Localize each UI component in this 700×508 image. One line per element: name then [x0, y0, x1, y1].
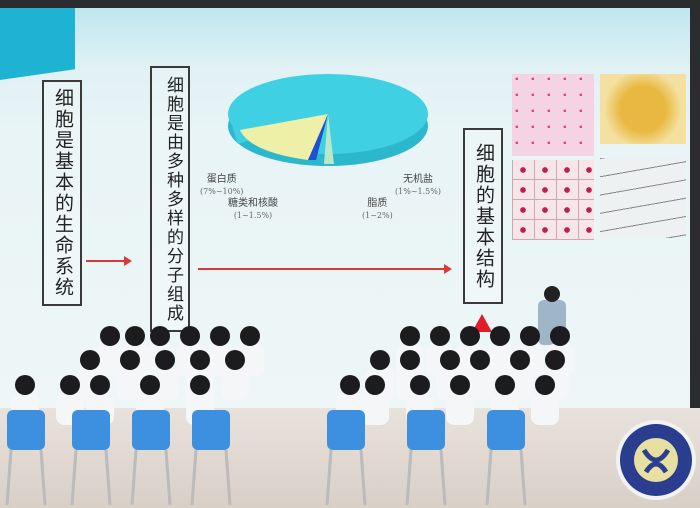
student-head — [155, 350, 175, 370]
chair-leg — [359, 449, 367, 506]
slide-corner-decoration — [0, 8, 75, 80]
student — [116, 368, 144, 400]
chair — [192, 410, 230, 450]
student — [531, 393, 559, 425]
tissue-micrograph — [600, 74, 686, 144]
student-head — [365, 375, 385, 395]
student — [446, 393, 474, 425]
student-head — [370, 350, 390, 370]
student — [361, 393, 389, 425]
student — [96, 344, 124, 376]
label-lipid: 脂质 (1~2%) — [362, 198, 393, 220]
student-head — [90, 375, 110, 395]
chair-leg — [485, 449, 493, 506]
student-head — [120, 350, 140, 370]
student — [506, 368, 534, 400]
student-head — [100, 326, 120, 346]
student-head — [470, 350, 490, 370]
student-head — [190, 375, 210, 395]
student-head — [535, 375, 555, 395]
chair-leg — [405, 449, 413, 506]
pie-slice-sugar-nucleic — [308, 114, 328, 160]
student-head — [495, 375, 515, 395]
student — [206, 344, 234, 376]
label-protein: 蛋白质 (7%~10%) — [200, 174, 244, 196]
student-head — [510, 350, 530, 370]
chair — [327, 410, 365, 450]
student-head — [550, 326, 570, 346]
chair-leg — [224, 449, 232, 506]
chair — [407, 410, 445, 450]
label-inorganic-salt: 无机盐 (1%~1.5%) — [395, 174, 441, 196]
chair-leg — [164, 449, 172, 506]
concept-box-life-system: 细胞是基本的生命系统 — [42, 80, 82, 306]
student-head — [520, 326, 540, 346]
student-head — [190, 350, 210, 370]
label-sugar-nucleic: 糖类和核酸 (1~1.5%) — [228, 198, 278, 220]
pie-slice-protein — [240, 114, 328, 160]
teacher-head — [544, 286, 560, 302]
chair-leg — [5, 449, 13, 506]
chair-leg — [325, 449, 333, 506]
student-head — [125, 326, 145, 346]
student-head — [400, 350, 420, 370]
pie-slice-lipid — [324, 114, 334, 164]
arrow-right — [86, 256, 132, 266]
chair — [132, 410, 170, 450]
student-head — [490, 326, 510, 346]
student-head — [60, 375, 80, 395]
student — [466, 368, 494, 400]
chair — [7, 410, 45, 450]
student-head — [460, 326, 480, 346]
chair-leg — [130, 449, 138, 506]
student-head — [15, 375, 35, 395]
red-marker — [472, 314, 492, 332]
concept-box-structure: 细胞的基本结构 — [463, 128, 503, 304]
student-head — [450, 375, 470, 395]
student-head — [240, 326, 260, 346]
student-head — [140, 375, 160, 395]
student-head — [150, 326, 170, 346]
blood-cell-micrograph — [512, 74, 594, 156]
chair-leg — [70, 449, 78, 506]
student-head — [410, 375, 430, 395]
projection-screen: 细胞是基本的生命系统 细胞是由多种多样的分子组成 细胞的基本结构 蛋白质 (7%~… — [0, 8, 690, 408]
cell-composition-pie — [228, 74, 428, 166]
slide-header-band — [0, 8, 690, 64]
student — [151, 368, 179, 400]
student — [486, 344, 514, 376]
arrow-right — [198, 264, 452, 274]
epidermis-micrograph — [600, 158, 686, 238]
concept-box-molecules: 细胞是由多种多样的分子组成 — [150, 66, 190, 332]
student-head — [430, 326, 450, 346]
student-head — [400, 326, 420, 346]
student-head — [545, 350, 565, 370]
plant-cell-micrograph — [512, 160, 594, 240]
chair-leg — [104, 449, 112, 506]
chair-leg — [519, 449, 527, 506]
student-head — [80, 350, 100, 370]
student-head — [210, 326, 230, 346]
student-head — [225, 350, 245, 370]
school-logo — [616, 420, 696, 500]
chair-leg — [190, 449, 198, 506]
chair — [487, 410, 525, 450]
student — [221, 368, 249, 400]
student — [236, 344, 264, 376]
student-head — [340, 375, 360, 395]
chair — [72, 410, 110, 450]
student-head — [440, 350, 460, 370]
chair-leg — [439, 449, 447, 506]
student-head — [180, 326, 200, 346]
chair-leg — [39, 449, 47, 506]
